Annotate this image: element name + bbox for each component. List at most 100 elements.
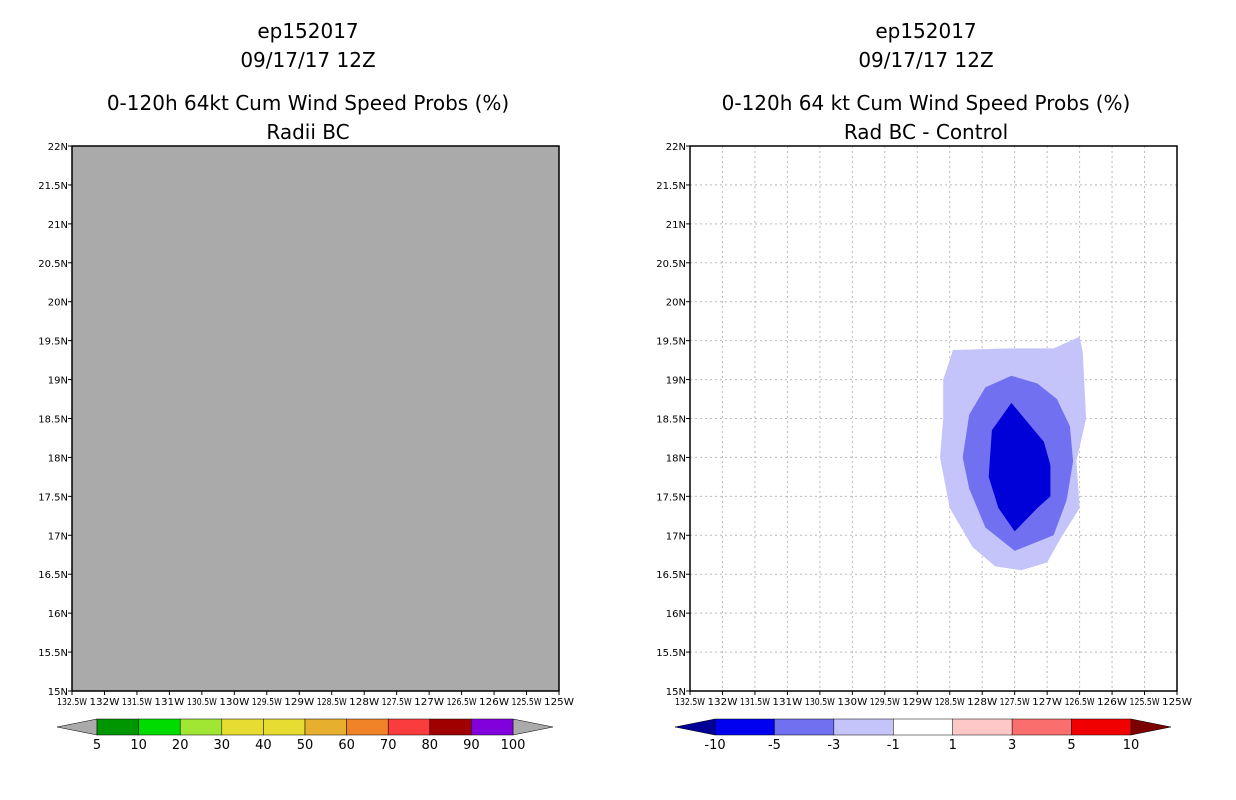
right-grid (690, 146, 1177, 691)
left-colorbar-swatch (304, 718, 347, 736)
right-chart-panel: ep152017 09/17/17 12Z 0-120h 64 kt Cum W… (656, 19, 1192, 753)
left-colorbar-label: 60 (338, 738, 355, 753)
right-x-tick-label: 131W (772, 697, 802, 708)
right-colorbar-swatch (893, 718, 953, 736)
left-x-tick-label: 131.5W (122, 697, 152, 708)
right-colorbar-swatch (833, 718, 894, 736)
right-title-subtitle: Rad BC - Control (844, 120, 1008, 144)
right-colorbar-swatch (952, 718, 1013, 736)
right-x-axis: 132.5W 132W 131.5W 131W 130.5W 130W 129.5W 129W… (675, 691, 1192, 708)
right-colorbar-high-arrow (1130, 718, 1172, 736)
left-x-tick-label: 127W (414, 697, 444, 708)
right-y-tick-label: 17.5N (656, 492, 686, 503)
right-plot-area (690, 146, 1177, 691)
left-colorbar-swatch (387, 718, 431, 736)
right-x-tick-label: 129.5W (870, 697, 900, 708)
right-title-date: 09/17/17 12Z (858, 48, 993, 72)
left-x-tick-label: 132W (89, 697, 119, 708)
right-y-tick-label: 19.5N (656, 337, 686, 348)
right-contours (940, 336, 1087, 571)
right-x-tick-label: 127W (1032, 697, 1062, 708)
left-y-tick-label: 15N (48, 687, 68, 698)
right-colorbar-label: 5 (1067, 738, 1075, 753)
right-colorbar-label: -10 (704, 738, 725, 753)
left-y-tick-label: 20N (48, 298, 68, 309)
right-x-tick-label: 128W (967, 697, 997, 708)
left-y-tick-label: 16N (48, 609, 68, 620)
left-x-tick-label: 128.5W (317, 697, 347, 708)
left-x-tick-label: 132.5W (57, 697, 87, 708)
left-colorbar-label: 50 (297, 738, 314, 753)
left-colorbar-swatch (96, 718, 139, 736)
right-y-tick-label: 17N (666, 531, 686, 542)
left-x-axis: 132.5W 132W 131.5W 131W 130.5W 130W 129.5W 129W… (57, 691, 574, 708)
left-x-tick-label: 125.5W (512, 697, 542, 708)
right-y-tick-label: 16N (666, 609, 686, 620)
left-colorbar-swatch (429, 718, 472, 736)
right-colorbar-label: -3 (827, 738, 840, 753)
right-title-storm: ep152017 (875, 19, 976, 43)
left-y-tick-label: 18N (48, 453, 68, 464)
left-plot-border (71, 145, 560, 692)
left-colorbar-label: 70 (380, 738, 397, 753)
right-plot-border (689, 145, 1178, 692)
right-y-tick-label: 15N (666, 687, 686, 698)
right-y-tick-label: 20.5N (656, 259, 686, 270)
left-title-date: 09/17/17 12Z (240, 48, 375, 72)
right-x-tick-label: 129W (902, 697, 932, 708)
right-colorbar-swatch (714, 718, 775, 736)
left-y-tick-label: 20.5N (38, 259, 68, 270)
left-colorbar-swatch (471, 718, 514, 736)
left-x-tick-label: 130.5W (187, 697, 217, 708)
right-y-tick-label: 18.5N (656, 415, 686, 426)
right-y-tick-label: 21.5N (656, 181, 686, 192)
right-y-tick-label: 20N (666, 298, 686, 309)
left-y-tick-label: 21.5N (38, 181, 68, 192)
right-y-tick-label: 21N (666, 220, 686, 231)
left-x-tick-label: 131W (154, 697, 184, 708)
right-colorbar-label: 10 (1123, 738, 1140, 753)
left-x-tick-label: 127.5W (382, 697, 412, 708)
right-title-product: 0-120h 64 kt Cum Wind Speed Probs (%) (722, 91, 1131, 115)
left-x-tick-label: 126.5W (447, 697, 477, 708)
left-x-tick-label: 126W (479, 697, 509, 708)
right-colorbar-label: -5 (768, 738, 781, 753)
left-colorbar-label: 20 (172, 738, 189, 753)
right-x-tick-label: 130.5W (805, 697, 835, 708)
left-colorbar-swatch (263, 718, 306, 736)
left-colorbar-label: 100 (501, 738, 526, 753)
right-y-tick-label: 19N (666, 376, 686, 387)
left-title-product: 0-120h 64kt Cum Wind Speed Probs (%) (107, 91, 509, 115)
right-colorbar-swatch (774, 718, 835, 736)
right-y-tick-label: 16.5N (656, 570, 686, 581)
left-y-tick-label: 17.5N (38, 492, 68, 503)
right-x-tick-label: 126.5W (1065, 697, 1095, 708)
right-x-tick-label: 132.5W (675, 697, 705, 708)
left-y-tick-label: 19N (48, 376, 68, 387)
left-y-tick-label: 16.5N (38, 570, 68, 581)
left-plot-area (72, 146, 559, 691)
left-chart-panel: ep152017 09/17/17 12Z 0-120h 64kt Cum Wi… (38, 19, 574, 753)
right-colorbar: -10 -5 -3 -1 1 3 5 10 (674, 718, 1172, 753)
right-x-tick-label: 127.5W (1000, 697, 1030, 708)
left-y-axis: 15N 15.5N 16N 16.5N 17N 17.5N 18N 18.5N 19N 19.5N… (38, 142, 72, 698)
left-colorbar-swatch (179, 718, 223, 736)
right-colorbar-low-arrow (674, 718, 716, 736)
left-colorbar-high-arrow (512, 718, 554, 736)
right-x-tick-label: 132W (707, 697, 737, 708)
right-x-tick-label: 131.5W (740, 697, 770, 708)
left-colorbar-label: 5 (93, 738, 101, 753)
left-title-storm: ep152017 (257, 19, 358, 43)
right-colorbar-swatch (1071, 718, 1132, 736)
left-x-tick-label: 130W (219, 697, 249, 708)
right-y-tick-label: 15.5N (656, 648, 686, 659)
left-title-subtitle: Radii BC (266, 120, 349, 144)
left-y-tick-label: 22N (48, 142, 68, 153)
left-y-tick-label: 18.5N (38, 415, 68, 426)
left-x-tick-label: 128W (349, 697, 379, 708)
left-y-tick-label: 19.5N (38, 337, 68, 348)
left-y-tick-label: 15.5N (38, 648, 68, 659)
right-x-tick-label: 130W (837, 697, 867, 708)
right-y-tick-label: 18N (666, 453, 686, 464)
right-x-tick-label: 125.5W (1130, 697, 1160, 708)
